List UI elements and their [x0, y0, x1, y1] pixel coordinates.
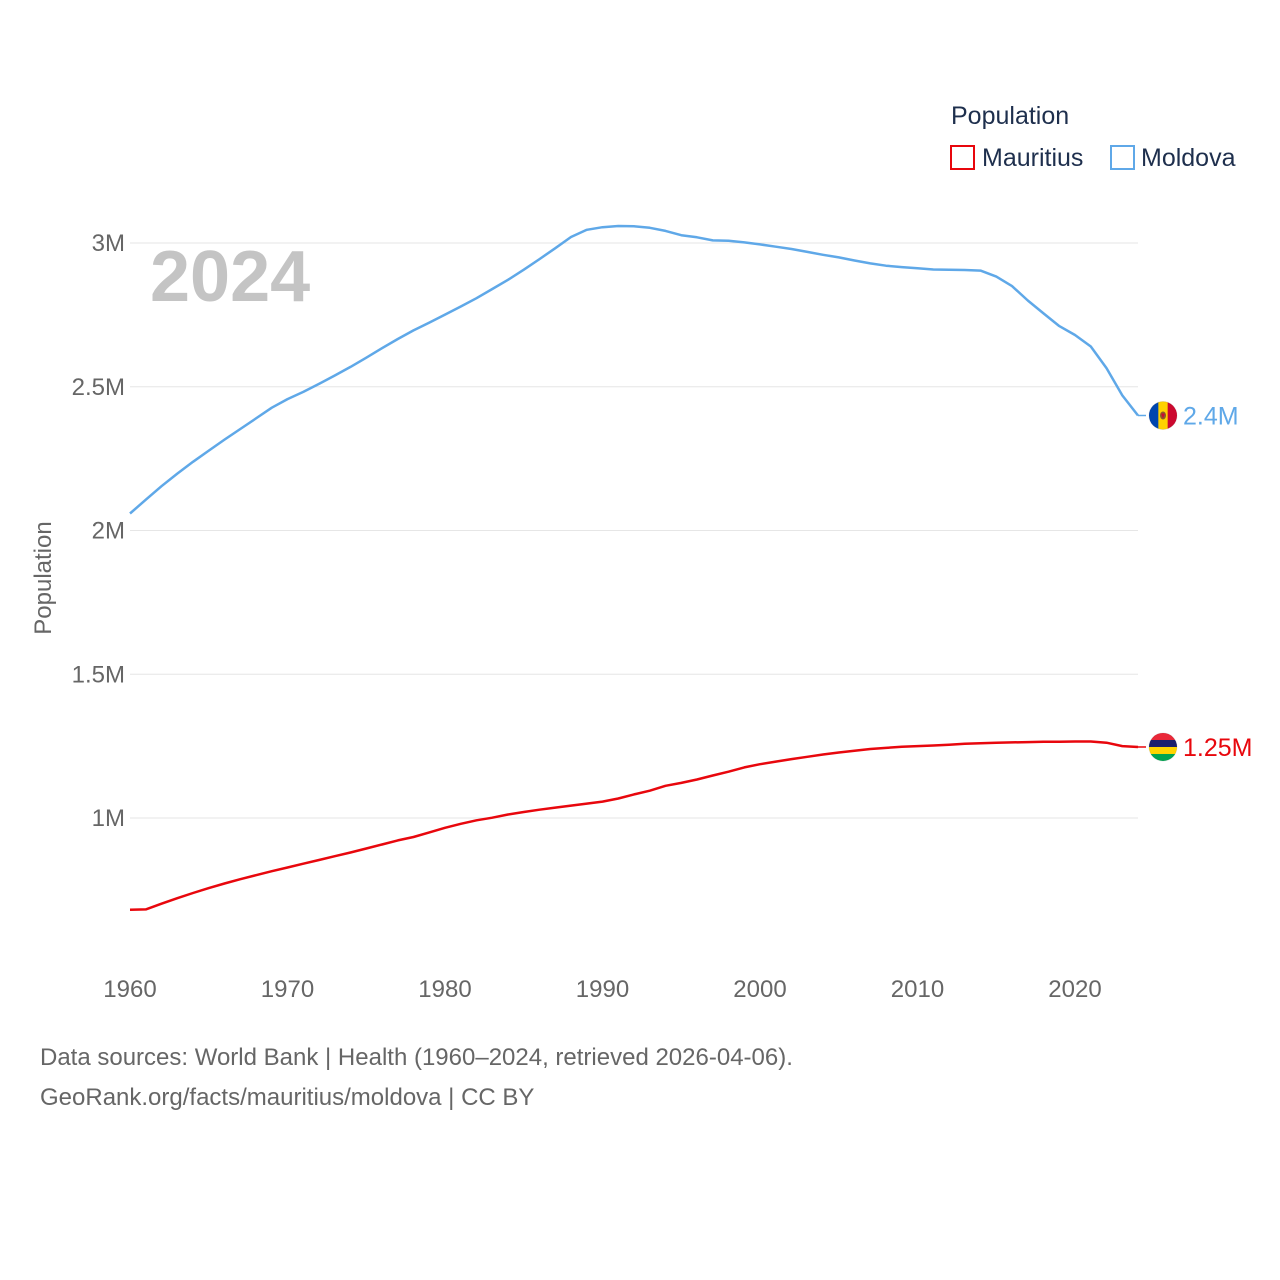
- legend-label-mauritius[interactable]: Mauritius: [982, 144, 1083, 172]
- x-tick-label: 2010: [891, 976, 944, 1003]
- x-tick-label: 1960: [103, 976, 156, 1003]
- year-watermark: 2024: [150, 237, 310, 317]
- x-tick-label: 1990: [576, 976, 629, 1003]
- series-line-mauritius[interactable]: [129, 740, 1139, 911]
- x-axis-ticks: 1960 1970 1980 1990 2000 2010 2020: [103, 976, 1101, 1003]
- population-line-chart: 1M 1.5M 2M 2.5M 3M 1960 1970 1980 1990 2000 2010 2…: [30, 102, 1252, 1003]
- moldova-flag-icon: [1149, 401, 1177, 430]
- legend-label-moldova[interactable]: Moldova: [1141, 144, 1236, 172]
- end-labels: 1.25M 2.4M: [1138, 401, 1252, 762]
- legend-swatch-moldova[interactable]: [1110, 145, 1135, 170]
- x-tick-label: 2020: [1048, 976, 1101, 1003]
- y-tick-label: 3M: [92, 230, 125, 257]
- y-tick-label: 1.5M: [72, 661, 125, 688]
- legend-swatch-mauritius[interactable]: [950, 145, 975, 170]
- legend: Population Mauritius Moldova: [950, 102, 1236, 172]
- mauritius-flag-icon: [1149, 732, 1177, 761]
- end-label-moldova: 2.4M: [1183, 403, 1239, 431]
- x-tick-label: 1980: [418, 976, 471, 1003]
- y-tick-label: 2M: [92, 518, 125, 545]
- legend-title: Population: [951, 102, 1069, 130]
- end-label-mauritius: 1.25M: [1183, 734, 1252, 762]
- x-tick-label: 1970: [261, 976, 314, 1003]
- y-axis-label: Population: [30, 521, 57, 634]
- series-lines: [129, 224, 1139, 911]
- y-axis-ticks: 1M 1.5M 2M 2.5M 3M: [72, 230, 125, 832]
- y-tick-label: 1M: [92, 805, 125, 832]
- series-line-moldova[interactable]: [129, 224, 1139, 515]
- x-tick-label: 2000: [733, 976, 786, 1003]
- gridlines: [130, 242, 1138, 819]
- footer-source: Data sources: World Bank | Health (1960–…: [40, 1044, 793, 1071]
- footer-url[interactable]: GeoRank.org/facts/mauritius/moldova | CC…: [40, 1084, 535, 1111]
- y-tick-label: 2.5M: [72, 374, 125, 401]
